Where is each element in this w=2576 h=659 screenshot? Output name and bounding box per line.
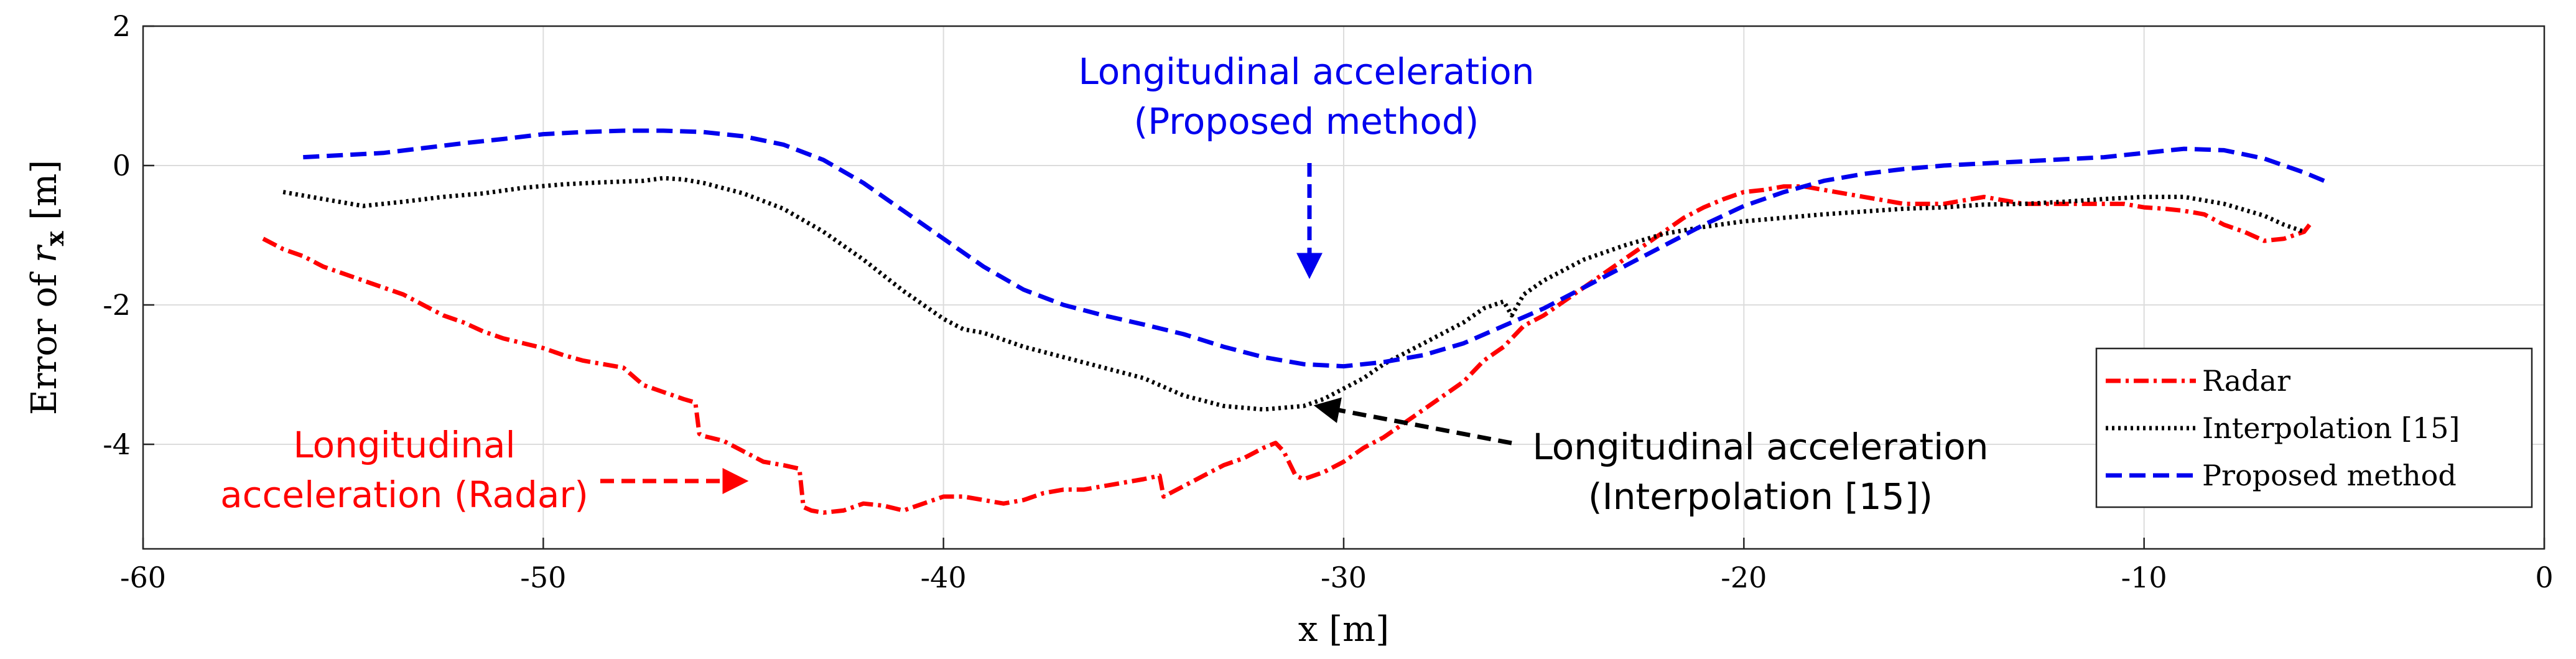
annotation-proposed-line-2: (Proposed method): [1134, 100, 1479, 143]
tick-labels: -60 -50 -40 -30 -20 -10 0-4-202: [103, 9, 2553, 594]
x-tick-label: -30: [1321, 561, 1367, 594]
annotation-radar-line-2: acceleration (Radar): [220, 474, 588, 516]
x-tick-label: -50: [520, 561, 566, 594]
annotation-radar: Longitudinal acceleration (Radar): [220, 424, 588, 516]
x-tick-label: -40: [921, 561, 967, 594]
annotation-radar-line-1: Longitudinal: [293, 424, 515, 466]
legend-label-radar: Radar: [2202, 364, 2290, 398]
legend: Radar Interpolation [15] Proposed method: [2095, 347, 2533, 508]
y-tick-label: 2: [113, 9, 131, 43]
legend-label-proposed: Proposed method: [2202, 459, 2457, 492]
annotation-proposed: Longitudinal acceleration (Proposed meth…: [1078, 50, 1534, 143]
series-line-radar: [262, 184, 2314, 515]
x-axis-title: x [m]: [1298, 609, 1389, 650]
annotation-proposed-line-1: Longitudinal acceleration: [1078, 50, 1534, 93]
annotation-interpolation-line-2: (Interpolation [15]): [1588, 475, 1933, 518]
y-tick-label: 0: [113, 149, 131, 182]
series-layer: [262, 128, 2325, 515]
series-line-proposed-method: [303, 128, 2325, 369]
y-tick-label: -4: [103, 428, 131, 461]
x-tick-label: 0: [2535, 561, 2553, 594]
series-line-interpolation-15: [282, 175, 2305, 412]
y-tick-label: -2: [103, 288, 131, 322]
annotation-interpolation-line-1: Longitudinal acceleration: [1532, 426, 1988, 468]
x-tick-label: -20: [1721, 561, 1767, 594]
legend-label-interpolation: Interpolation [15]: [2202, 411, 2460, 445]
y-axis-title: Error of rx [m]: [24, 160, 70, 415]
x-tick-label: -10: [2121, 561, 2167, 594]
annotation-interpolation: Longitudinal acceleration (Interpolation…: [1532, 426, 1988, 518]
annotation-interpolation-arrow: [1313, 397, 1512, 446]
x-tick-label: -60: [120, 561, 166, 594]
